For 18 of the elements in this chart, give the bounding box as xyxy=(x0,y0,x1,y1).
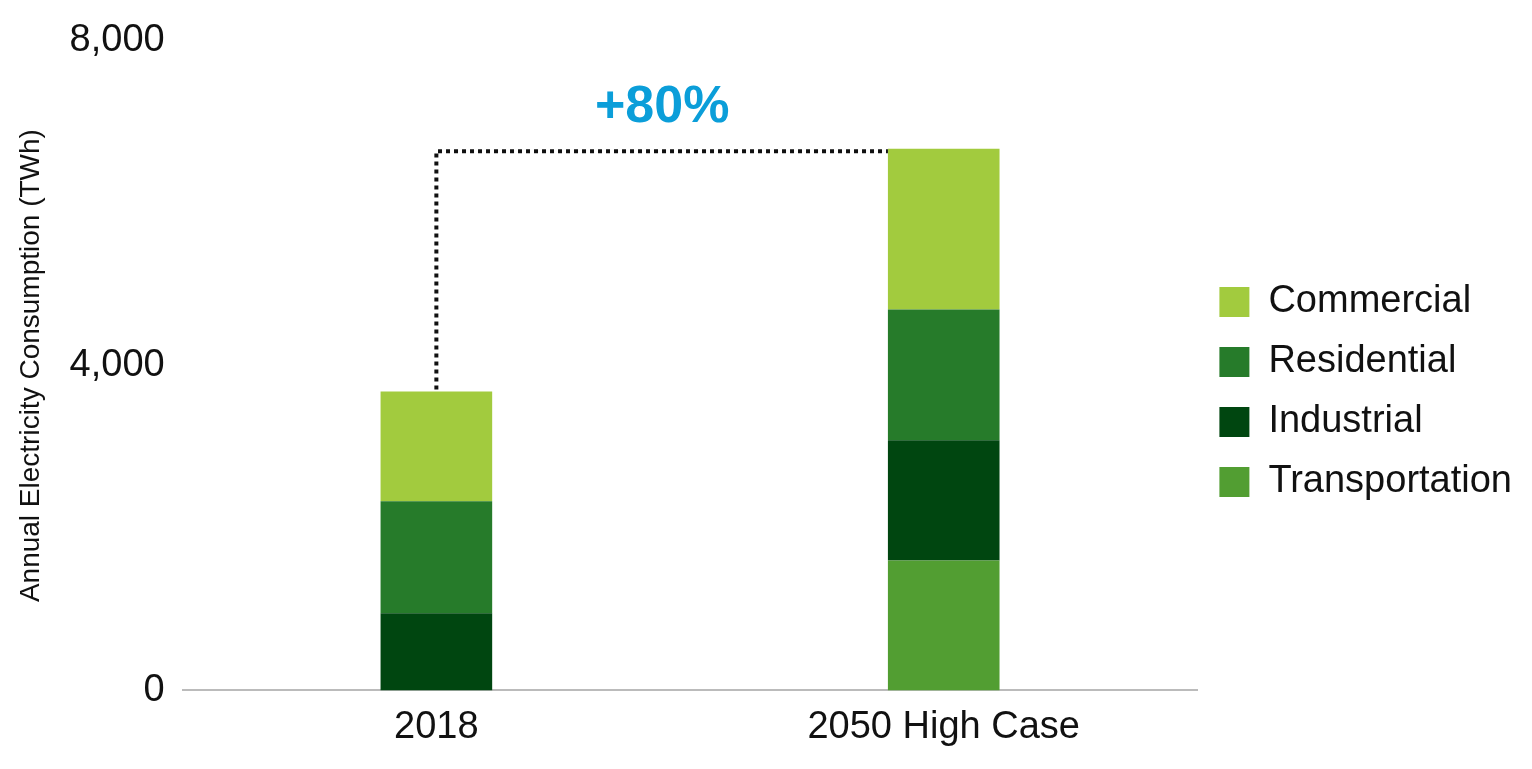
bar xyxy=(380,613,493,691)
bar xyxy=(887,148,1000,310)
y-axis-title: Annual Electricity Consumption (TWh) xyxy=(13,129,45,603)
legend-label: Commercial xyxy=(1268,278,1472,321)
bar xyxy=(887,309,1000,441)
y-tick-label: 0 xyxy=(143,666,165,709)
y-tick-label: 4,000 xyxy=(69,342,165,385)
y-tick-label: 8,000 xyxy=(69,17,165,60)
legend-label: Residential xyxy=(1268,338,1457,381)
bar xyxy=(380,501,493,614)
bar xyxy=(887,560,1000,691)
x-tick-label: 2018 xyxy=(394,703,479,746)
bar xyxy=(380,391,493,502)
legend-label: Industrial xyxy=(1268,398,1423,441)
bar xyxy=(887,440,1000,561)
annotation: +80% xyxy=(594,74,730,133)
x-tick-label: 2050 High Case xyxy=(807,703,1080,746)
legend-label: Transportation xyxy=(1268,458,1512,501)
